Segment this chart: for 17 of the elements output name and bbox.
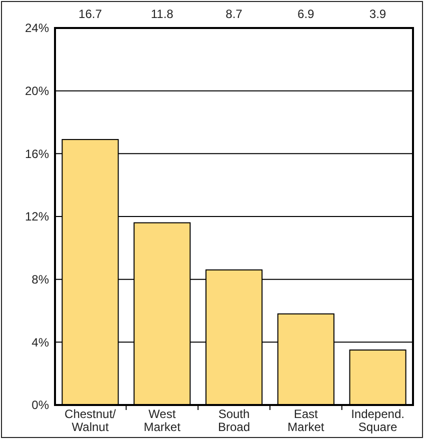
text: 11.8 [150, 7, 174, 21]
text: 3.9 [369, 7, 386, 21]
y-tick-label: 20% [24, 84, 50, 98]
y-tick-label: 8% [32, 272, 50, 287]
text: 16.7 [78, 7, 102, 21]
text: 6.9 [298, 7, 315, 21]
text: 8.7 [226, 7, 243, 21]
y-tick-label: 16% [24, 146, 50, 161]
y-tick-label: 4% [32, 335, 50, 350]
x-tick-label: South Broad [218, 407, 250, 434]
x-tick-label: Chestnut/ Walnut [64, 407, 117, 434]
x-tick-label: Independ. Square [351, 407, 404, 434]
y-tick-label: 12% [24, 210, 50, 224]
x-tick-label: West Market [144, 407, 182, 434]
y-tick-label: 24% [24, 21, 50, 36]
y-tick-label: 0% [32, 398, 50, 412]
x-tick-label: East Market [288, 407, 325, 434]
